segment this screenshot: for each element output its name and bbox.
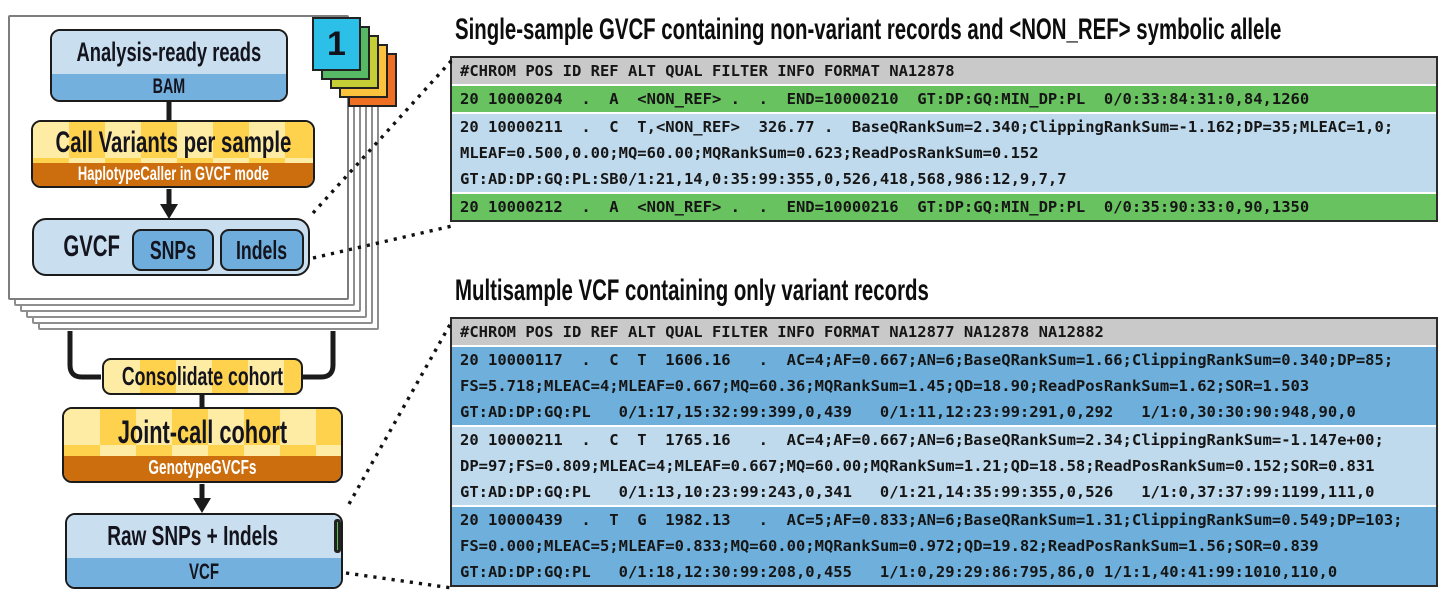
indels-label: Indels <box>236 234 288 265</box>
vcf-variant-row: 20 10000211 . C T 1765.16 . AC=4;AF=0.66… <box>452 425 1436 505</box>
analysis-ready-reads-box: Analysis-ready reads BAM <box>50 29 288 102</box>
gvcf-output-box: GVCF SNPs Indels <box>32 218 310 276</box>
vcf-variant-row: 20 10000117 . C T 1606.16 . AC=4;AF=0.66… <box>452 345 1436 425</box>
sample-number: 1 <box>327 24 346 63</box>
gvcf-records-table: #CHROM POS ID REF ALT QUAL FILTER INFO F… <box>450 56 1438 222</box>
joint-call-title-section: Joint-call cohort <box>64 409 341 457</box>
bracket-right <box>302 331 336 380</box>
vcf-records-table: #CHROM POS ID REF ALT QUAL FILTER INFO F… <box>450 317 1438 587</box>
indels-chip: Indels <box>220 229 304 271</box>
bam-label: BAM <box>152 75 186 99</box>
sample-card-1-icon: 1 <box>312 17 361 71</box>
snps-chip: SNPs <box>132 229 214 271</box>
gvcf-table-header: #CHROM POS ID REF ALT QUAL FILTER INFO F… <box>452 58 1436 84</box>
gvcf-variant-row: 20 10000211 . C T,<NON_REF> 326.77 . Bas… <box>452 112 1436 192</box>
gvcf-label: GVCF <box>63 230 121 263</box>
joint-call-cohort-box: Joint-call cohort GenotypeGVCFs <box>62 407 343 483</box>
joint-call-label: Joint-call cohort <box>117 414 288 451</box>
haplotypecaller-label: HaplotypeCaller in GVCF mode <box>77 163 269 185</box>
vcf-format-bar: VCF <box>67 557 341 587</box>
leader-vcf-to-table-bottom <box>345 571 453 590</box>
consolidate-cohort-label: Consolidate cohort <box>121 361 284 391</box>
vcf-variant-row: 20 10000439 . T G 1982.13 . AC=5;AF=0.83… <box>452 505 1436 585</box>
vcf-table-header: #CHROM POS ID REF ALT QUAL FILTER INFO F… <box>452 319 1436 345</box>
bam-format-bar: BAM <box>52 74 286 100</box>
gvcf-non-variant-row: 20 10000204 . A <NON_REF> . . END=100002… <box>452 84 1436 112</box>
consolidate-cohort-box: Consolidate cohort <box>102 358 303 395</box>
call-variants-title-section: Call Variants per sample <box>33 122 313 164</box>
raw-snps-label: Raw SNPs + Indels <box>107 520 279 552</box>
gvcf-non-variant-row: 20 10000212 . A <NON_REF> . . END=100002… <box>452 192 1436 220</box>
call-variants-label: Call Variants per sample <box>55 125 291 159</box>
bracket-left <box>67 331 101 380</box>
analysis-reads-label: Analysis-ready reads <box>76 37 262 68</box>
raw-snps-title-section: Raw SNPs + Indels <box>67 515 341 558</box>
haplotypecaller-tool-bar: HaplotypeCaller in GVCF mode <box>33 163 313 186</box>
genotypegvcfs-tool-bar: GenotypeGVCFs <box>64 456 341 481</box>
gvcf-panel-title: Single-sample GVCF containing non-varian… <box>455 13 1282 46</box>
snps-label: SNPs <box>149 234 197 265</box>
vcf-label: VCF <box>189 559 219 585</box>
vcf-panel-title: Multisample VCF containing only variant … <box>455 274 929 307</box>
genotypegvcfs-label: GenotypeGVCFs <box>148 457 257 480</box>
analysis-reads-title-section: Analysis-ready reads <box>52 31 286 75</box>
call-variants-box: Call Variants per sample HaplotypeCaller… <box>31 120 315 188</box>
raw-snps-indels-box: Raw SNPs + Indels VCF <box>65 513 343 589</box>
spectrum-icon <box>334 519 341 554</box>
leader-raw-to-table-top <box>347 320 454 505</box>
arrowhead-icon <box>193 498 211 513</box>
